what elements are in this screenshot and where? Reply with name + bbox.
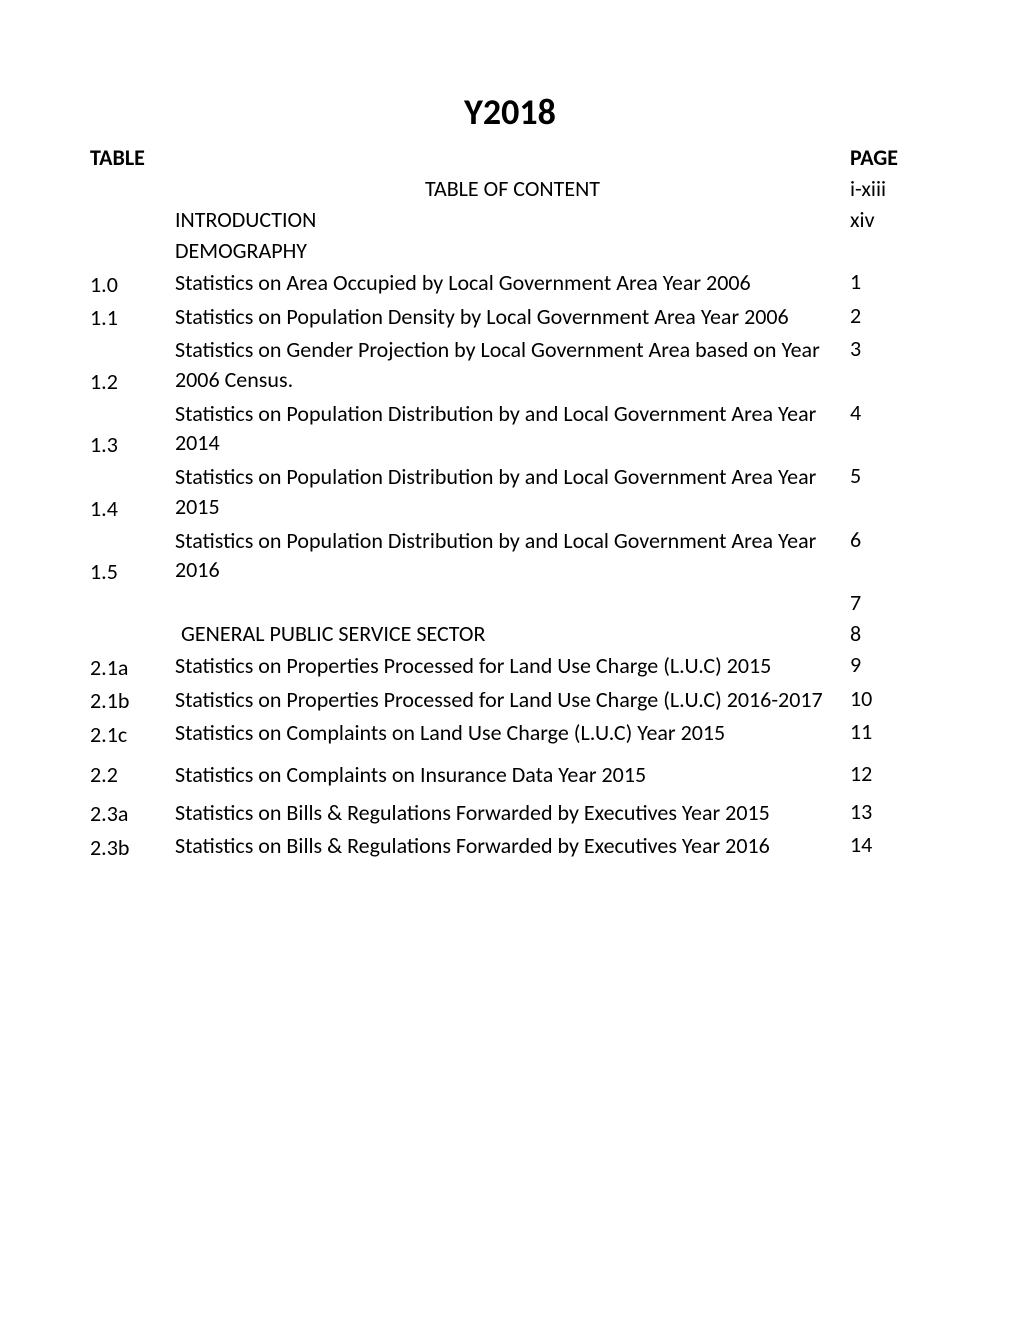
row-page: 13 <box>850 798 930 828</box>
table-row: 1.5 Statistics on Population Distributio… <box>90 526 930 585</box>
row-num: 2.2 <box>90 760 175 790</box>
table-row: 1.0 Statistics on Area Occupied by Local… <box>90 268 930 298</box>
intro-row: INTRODUCTION xiv <box>90 206 930 233</box>
row-num: 2.1c <box>90 718 175 748</box>
row-page: 1 <box>850 268 930 298</box>
toc-row: TABLE OF CONTENT i-xiii <box>90 175 930 202</box>
header-spacer <box>175 144 850 171</box>
table-row: 1.2 Statistics on Gender Projection by L… <box>90 335 930 394</box>
row-page: 4 <box>850 399 930 458</box>
row-desc: Statistics on Properties Processed for L… <box>175 685 850 715</box>
row-num: 2.3a <box>90 798 175 828</box>
row-page: 12 <box>850 760 930 790</box>
row-num: 1.0 <box>90 268 175 298</box>
row-page: 14 <box>850 831 930 861</box>
row-desc: Statistics on Population Distribution by… <box>175 526 850 585</box>
row-page: 10 <box>850 685 930 715</box>
demography-num <box>90 237 175 264</box>
row-desc: Statistics on Complaints on Land Use Cha… <box>175 718 850 748</box>
row-desc <box>175 589 850 616</box>
row-num: 1.3 <box>90 399 175 458</box>
toc-page: i-xiii <box>850 175 930 202</box>
section2-page: 8 <box>850 620 930 647</box>
table-row: 2.1a Statistics on Properties Processed … <box>90 651 930 681</box>
row-num: 2.3b <box>90 831 175 861</box>
demography-row: DEMOGRAPHY <box>90 237 930 264</box>
row-num: 1.1 <box>90 302 175 332</box>
row-num: 2.1b <box>90 685 175 715</box>
row-desc: Statistics on Population Distribution by… <box>175 399 850 458</box>
row-page: 7 <box>850 589 930 616</box>
table-row: 2.2 Statistics on Complaints on Insuranc… <box>90 760 930 790</box>
intro-num <box>90 206 175 233</box>
row-page: 2 <box>850 302 930 332</box>
toc-num <box>90 175 175 202</box>
row-page: 11 <box>850 718 930 748</box>
table-row: 1.1 Statistics on Population Density by … <box>90 302 930 332</box>
row-num: 1.2 <box>90 335 175 394</box>
table-row: 2.3a Statistics on Bills & Regulations F… <box>90 798 930 828</box>
header-page-label: PAGE <box>850 144 930 171</box>
table-row: 1.4 Statistics on Population Distributio… <box>90 462 930 521</box>
row-num: 1.4 <box>90 462 175 521</box>
row-page: 5 <box>850 462 930 521</box>
header-row: TABLE PAGE <box>90 144 930 171</box>
document-page: Y2018 TABLE PAGE TABLE OF CONTENT i-xiii… <box>0 0 1020 1320</box>
section2-row: GENERAL PUBLIC SERVICE SECTOR 8 <box>90 620 930 647</box>
table-row: 1.3 Statistics on Population Distributio… <box>90 399 930 458</box>
row-num: 2.1a <box>90 651 175 681</box>
table-row: 2.3b Statistics on Bills & Regulations F… <box>90 831 930 861</box>
row-desc: Statistics on Area Occupied by Local Gov… <box>175 268 850 298</box>
row-desc: Statistics on Population Density by Loca… <box>175 302 850 332</box>
toc-label: TABLE OF CONTENT <box>175 175 850 202</box>
section2-num <box>90 620 175 647</box>
demography-page <box>850 237 930 264</box>
row-desc: Statistics on Complaints on Insurance Da… <box>175 760 850 790</box>
table-row: 2.1b Statistics on Properties Processed … <box>90 685 930 715</box>
row-desc: Statistics on Gender Projection by Local… <box>175 335 850 394</box>
blank-row-7: 7 <box>90 589 930 616</box>
row-num: 1.5 <box>90 526 175 585</box>
page-title: Y2018 <box>90 90 930 134</box>
row-page: 9 <box>850 651 930 681</box>
table-row: 2.1c Statistics on Complaints on Land Us… <box>90 718 930 748</box>
intro-label: INTRODUCTION <box>175 206 850 233</box>
demography-label: DEMOGRAPHY <box>175 237 850 264</box>
row-desc: Statistics on Bills & Regulations Forwar… <box>175 831 850 861</box>
header-table-label: TABLE <box>90 144 175 171</box>
row-desc: Statistics on Properties Processed for L… <box>175 651 850 681</box>
section2-label: GENERAL PUBLIC SERVICE SECTOR <box>175 620 850 647</box>
row-num <box>90 589 175 616</box>
row-desc: Statistics on Population Distribution by… <box>175 462 850 521</box>
row-page: 3 <box>850 335 930 394</box>
row-page: 6 <box>850 526 930 585</box>
row-desc: Statistics on Bills & Regulations Forwar… <box>175 798 850 828</box>
intro-page: xiv <box>850 206 930 233</box>
